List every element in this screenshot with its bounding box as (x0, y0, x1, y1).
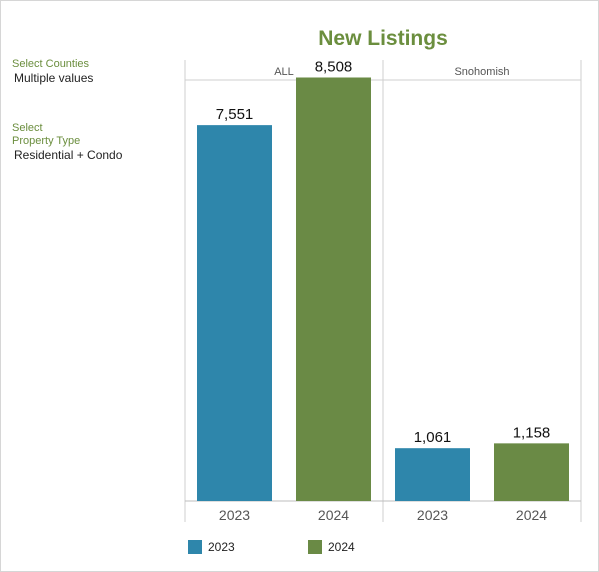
legend-item-2024[interactable]: 2024 (308, 540, 355, 554)
x-tick-label-all-2023: 2023 (219, 507, 250, 523)
data-label-snohomish-2023: 1,061 (414, 429, 452, 446)
x-tick-label-snohomish-2023: 2023 (417, 507, 448, 523)
chart-title: New Listings (318, 27, 448, 50)
property-type-filter[interactable]: Select Property Type Residential + Condo (12, 122, 172, 163)
x-tick-label-snohomish-2024: 2024 (516, 507, 547, 523)
filter-panel: Select Counties Multiple values Select P… (12, 58, 172, 163)
legend-swatch-2024 (308, 540, 322, 554)
property-type-filter-value[interactable]: Residential + Condo (14, 148, 123, 162)
x-tick-label-all-2024: 2024 (318, 507, 349, 523)
counties-filter[interactable]: Select Counties Multiple values (12, 58, 172, 86)
property-type-filter-label-line1: Select (12, 122, 43, 134)
counties-filter-value[interactable]: Multiple values (14, 71, 94, 85)
property-type-filter-label-line2: Property Type (12, 135, 81, 147)
legend-label-2023: 2023 (208, 540, 235, 554)
legend-label-2024: 2024 (328, 540, 355, 554)
panel-header-all: ALL (274, 66, 294, 78)
data-label-all-2023: 7,551 (216, 106, 254, 123)
legend-item-2023[interactable]: 2023 (188, 540, 235, 554)
bar-snohomish-2024 (494, 443, 569, 501)
counties-filter-label: Select Counties (12, 58, 90, 70)
bar-snohomish-2023 (395, 448, 470, 501)
bar-all-2024 (296, 77, 371, 502)
data-label-all-2024: 8,508 (315, 58, 353, 75)
legend-swatch-2023 (188, 540, 202, 554)
bar-all-2023 (197, 125, 272, 502)
data-label-snohomish-2024: 1,158 (513, 424, 551, 441)
panel-header-snohomish: Snohomish (454, 66, 509, 78)
